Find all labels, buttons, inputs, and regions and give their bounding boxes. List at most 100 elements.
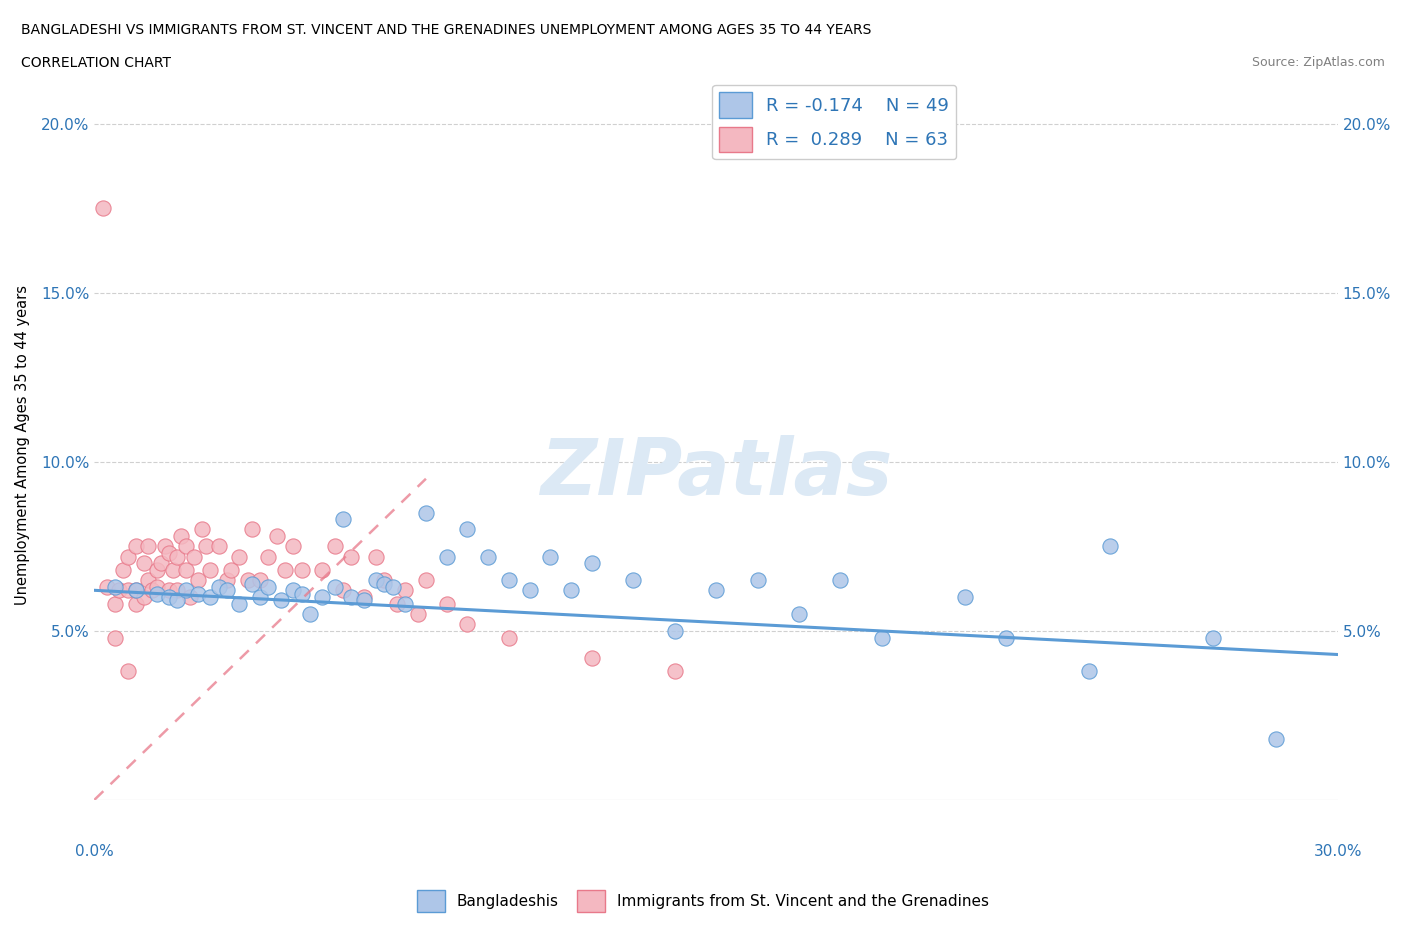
Point	[191, 522, 214, 537]
Point	[219, 563, 242, 578]
Point	[112, 563, 135, 578]
Point	[236, 573, 259, 588]
Legend: Bangladeshis, Immigrants from St. Vincent and the Grenadines: Bangladeshis, Immigrants from St. Vincen…	[411, 884, 995, 918]
Point	[91, 201, 114, 216]
Point	[125, 583, 148, 598]
Point	[157, 590, 180, 604]
Point	[581, 556, 603, 571]
Point	[274, 563, 297, 578]
Point	[1264, 732, 1286, 747]
Point	[174, 538, 197, 553]
Text: 0.0%: 0.0%	[75, 844, 114, 858]
Point	[249, 590, 271, 604]
Point	[257, 549, 280, 564]
Point	[366, 573, 388, 588]
Point	[125, 583, 148, 598]
Point	[170, 529, 193, 544]
Point	[166, 549, 188, 564]
Point	[560, 583, 582, 598]
Point	[332, 512, 354, 526]
Point	[436, 596, 458, 611]
Point	[215, 573, 238, 588]
Point	[200, 590, 222, 604]
Point	[187, 586, 209, 601]
Point	[117, 664, 139, 679]
Point	[664, 623, 686, 638]
Point	[519, 583, 541, 598]
Point	[498, 631, 520, 645]
Point	[145, 579, 167, 594]
Point	[117, 583, 139, 598]
Point	[157, 546, 180, 561]
Point	[394, 596, 416, 611]
Point	[311, 590, 333, 604]
Point	[96, 579, 118, 594]
Point	[208, 538, 231, 553]
Point	[145, 563, 167, 578]
Point	[195, 538, 218, 553]
Point	[125, 596, 148, 611]
Point	[340, 549, 363, 564]
Point	[125, 538, 148, 553]
Point	[104, 579, 127, 594]
Point	[141, 583, 163, 598]
Point	[283, 583, 305, 598]
Point	[340, 590, 363, 604]
Text: CORRELATION CHART: CORRELATION CHART	[21, 56, 172, 70]
Point	[117, 549, 139, 564]
Point	[153, 538, 176, 553]
Point	[311, 563, 333, 578]
Point	[166, 593, 188, 608]
Point	[228, 549, 250, 564]
Point	[323, 538, 346, 553]
Point	[394, 583, 416, 598]
Point	[104, 631, 127, 645]
Point	[332, 583, 354, 598]
Point	[456, 617, 478, 631]
Point	[104, 596, 127, 611]
Point	[174, 563, 197, 578]
Point	[830, 573, 852, 588]
Point	[290, 563, 312, 578]
Point	[787, 606, 810, 621]
Text: 30.0%: 30.0%	[1313, 844, 1362, 858]
Point	[323, 579, 346, 594]
Point	[373, 573, 395, 588]
Point	[498, 573, 520, 588]
Point	[257, 579, 280, 594]
Point	[373, 576, 395, 591]
Point	[240, 522, 263, 537]
Point	[179, 590, 201, 604]
Point	[183, 549, 205, 564]
Point	[298, 606, 321, 621]
Point	[208, 579, 231, 594]
Point	[477, 549, 499, 564]
Point	[436, 549, 458, 564]
Point	[145, 586, 167, 601]
Point	[538, 549, 561, 564]
Point	[621, 573, 644, 588]
Point	[1202, 631, 1225, 645]
Point	[240, 576, 263, 591]
Point	[228, 596, 250, 611]
Point	[747, 573, 769, 588]
Text: Source: ZipAtlas.com: Source: ZipAtlas.com	[1251, 56, 1385, 69]
Point	[270, 593, 292, 608]
Point	[953, 590, 976, 604]
Point	[581, 650, 603, 665]
Point	[290, 586, 312, 601]
Point	[108, 583, 131, 598]
Text: ZIPatlas: ZIPatlas	[540, 435, 893, 512]
Point	[366, 549, 388, 564]
Point	[157, 583, 180, 598]
Y-axis label: Unemployment Among Ages 35 to 44 years: Unemployment Among Ages 35 to 44 years	[15, 285, 30, 604]
Point	[200, 563, 222, 578]
Point	[415, 505, 437, 520]
Point	[870, 631, 893, 645]
Point	[136, 538, 159, 553]
Point	[456, 522, 478, 537]
Point	[266, 529, 288, 544]
Point	[995, 631, 1018, 645]
Point	[174, 583, 197, 598]
Point	[1098, 538, 1121, 553]
